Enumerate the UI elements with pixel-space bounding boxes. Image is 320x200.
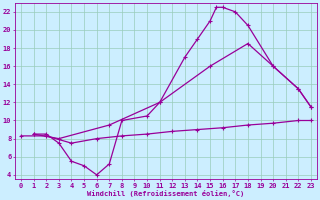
X-axis label: Windchill (Refroidissement éolien,°C): Windchill (Refroidissement éolien,°C): [87, 190, 244, 197]
